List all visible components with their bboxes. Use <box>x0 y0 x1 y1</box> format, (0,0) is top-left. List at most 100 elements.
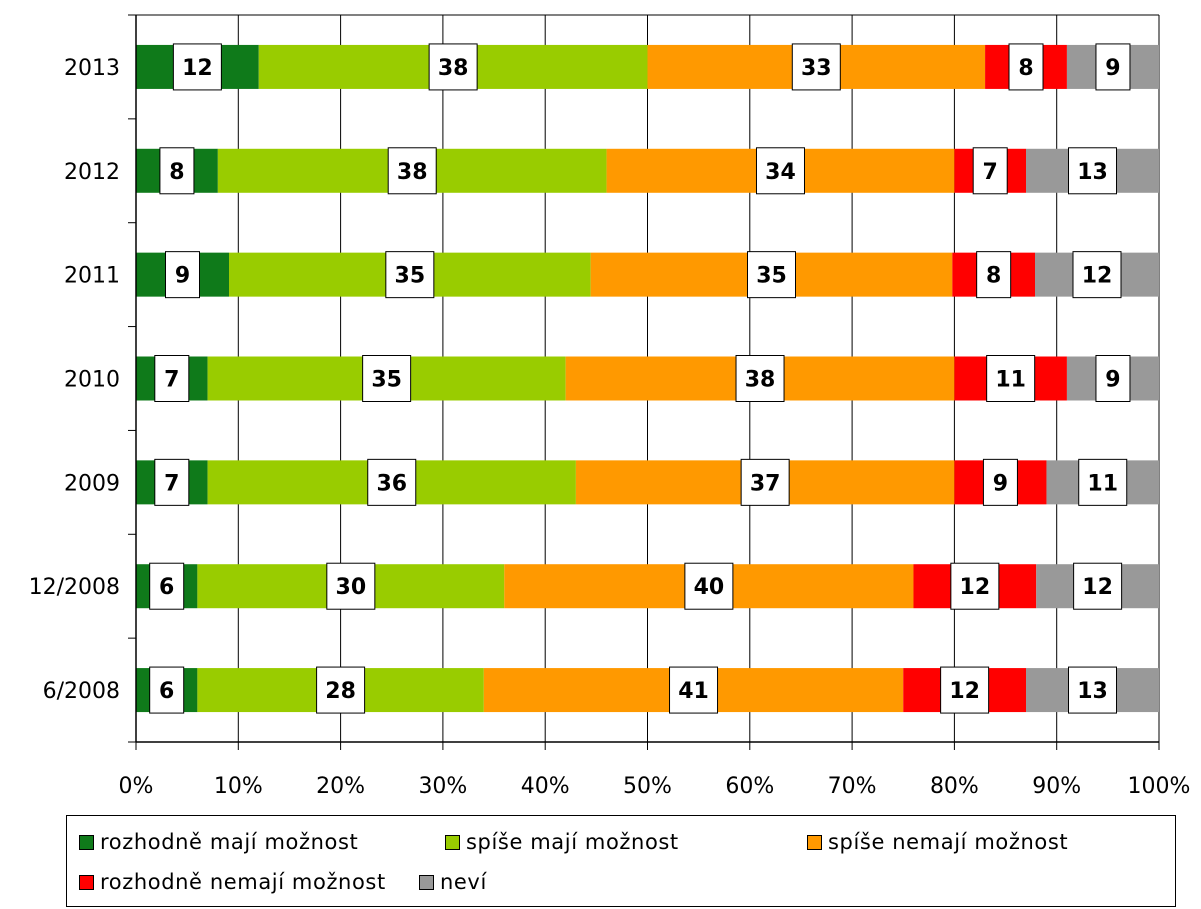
legend-label: rozhodně nemají možnost <box>100 870 386 894</box>
data-label-box <box>684 562 734 610</box>
data-label: 12 <box>172 43 222 91</box>
legend-item-spise-nemaji: spíše nemají možnost <box>807 830 1068 854</box>
legend-label: spíše mají možnost <box>466 830 679 854</box>
data-label-text: 11 <box>995 368 1026 393</box>
data-label-box <box>326 562 376 610</box>
data-label-box <box>154 458 190 506</box>
legend-item-nevi: neví <box>419 870 487 894</box>
data-label-box <box>976 251 1012 299</box>
data-label-text: 7 <box>164 471 179 496</box>
data-label-text: 41 <box>678 679 709 704</box>
legend-label: neví <box>440 870 487 894</box>
data-label-box <box>740 458 790 506</box>
data-label-text: 9 <box>175 264 190 289</box>
data-label-box <box>1095 43 1131 91</box>
data-label-text: 38 <box>745 368 776 393</box>
x-tick-label: 20% <box>316 774 365 799</box>
data-label: 12 <box>1072 251 1122 299</box>
data-label-box <box>385 251 435 299</box>
y-tick-label: 12/2008 <box>29 575 120 600</box>
x-tick-label: 10% <box>214 774 263 799</box>
data-label: 40 <box>684 562 734 610</box>
data-label-text: 38 <box>397 160 428 185</box>
legend-swatch <box>419 874 434 890</box>
data-label-text: 8 <box>169 160 184 185</box>
data-label-box <box>165 251 200 299</box>
x-tick-label: 50% <box>623 774 672 799</box>
data-label-box <box>1072 251 1122 299</box>
data-label: 28 <box>316 666 366 714</box>
data-label: 6 <box>149 666 185 714</box>
data-label-text: 33 <box>801 56 832 81</box>
data-label-text: 8 <box>1018 56 1033 81</box>
data-label-text: 12 <box>960 575 991 600</box>
x-tick-label: 0% <box>119 774 154 799</box>
data-label-box <box>950 562 1000 610</box>
y-tick-label: 6/2008 <box>43 679 120 704</box>
y-tick-label: 2010 <box>64 368 120 393</box>
legend-swatch <box>807 834 822 850</box>
data-label-text: 6 <box>159 679 174 704</box>
x-tick-label: 90% <box>1032 774 1081 799</box>
data-label-box <box>755 147 805 195</box>
y-tick-label: 2012 <box>64 160 120 185</box>
data-label-box <box>149 562 185 610</box>
data-label-text: 9 <box>993 471 1008 496</box>
legend-swatch <box>79 834 94 850</box>
y-tick-label: 2011 <box>64 264 120 289</box>
axes: 0% 10% 20% 30% 40% 50% 60% 70% 80% 90% 100% 2013 201… <box>29 14 1190 799</box>
data-label: 7 <box>972 147 1008 195</box>
data-label-text: 11 <box>1087 471 1118 496</box>
data-label-box <box>316 666 366 714</box>
data-label-text: 38 <box>438 56 469 81</box>
data-label-box <box>940 666 990 714</box>
legend-item-rozhodne-nemaji: rozhodně nemají možnost <box>79 870 386 894</box>
data-label: 9 <box>982 458 1018 506</box>
x-tick-label: 80% <box>930 774 979 799</box>
data-label-box <box>791 43 841 91</box>
data-label-box <box>154 355 190 402</box>
data-label: 13 <box>1068 666 1118 714</box>
legend-item-rozhodne-maji: rozhodně mají možnost <box>79 830 358 854</box>
data-label-box <box>362 355 412 402</box>
data-label-text: 12 <box>182 56 213 81</box>
data-label-box <box>1095 355 1131 402</box>
data-label-box <box>986 355 1036 402</box>
data-label-box <box>159 147 195 195</box>
data-label-text: 35 <box>371 368 402 393</box>
data-label-box <box>387 147 437 195</box>
data-label: 8 <box>976 251 1012 299</box>
data-label-box <box>1068 147 1118 195</box>
data-label-box <box>428 43 478 91</box>
data-label-text: 13 <box>1077 679 1108 704</box>
data-label: 41 <box>669 666 719 714</box>
data-label-box <box>1068 666 1118 714</box>
data-label: 38 <box>387 147 437 195</box>
data-label: 11 <box>1078 458 1128 506</box>
data-label-text: 12 <box>949 679 980 704</box>
data-label-text: 7 <box>164 368 179 393</box>
data-label-text: 35 <box>395 264 426 289</box>
data-label-box <box>1008 43 1044 91</box>
data-label: 11 <box>986 355 1036 402</box>
data-label-text: 12 <box>1082 264 1113 289</box>
data-label: 38 <box>428 43 478 91</box>
y-tick-label: 2013 <box>64 56 120 81</box>
data-label-box <box>972 147 1008 195</box>
legend: rozhodně mají možnost spíše mají možnost… <box>66 815 1176 907</box>
data-label: 34 <box>755 147 805 195</box>
data-label: 37 <box>740 458 790 506</box>
x-tick-label: 70% <box>828 774 877 799</box>
data-label: 36 <box>367 458 417 506</box>
data-label-text: 37 <box>750 471 781 496</box>
data-label: 35 <box>362 355 412 402</box>
data-label-text: 13 <box>1077 160 1108 185</box>
data-label-text: 8 <box>986 264 1001 289</box>
data-label-box <box>367 458 417 506</box>
data-label-box <box>982 458 1018 506</box>
data-label: 9 <box>1095 355 1131 402</box>
data-label: 7 <box>154 355 190 402</box>
legend-swatch <box>79 874 94 890</box>
data-label-box <box>669 666 719 714</box>
